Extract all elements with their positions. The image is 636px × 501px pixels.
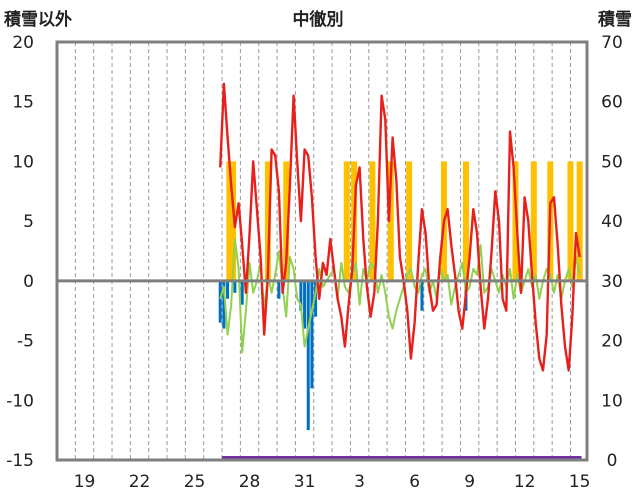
y-tick-label-right: 30 xyxy=(601,272,623,292)
sunshine-bar xyxy=(226,161,233,281)
y-tick-label-left: 0 xyxy=(23,272,34,292)
y-tick-label-left: -15 xyxy=(6,451,34,471)
x-tick-label: 22 xyxy=(129,472,151,492)
sunshine-bar xyxy=(387,161,394,281)
x-tick-label: 31 xyxy=(294,472,316,492)
precipitation-bar xyxy=(299,280,303,311)
y-tick-label-right: 60 xyxy=(601,93,623,113)
right-axis-label: 積雪 xyxy=(598,9,632,30)
x-tick-label: 15 xyxy=(569,472,591,492)
precipitation-bar xyxy=(420,280,424,311)
precipitation-bar xyxy=(233,280,237,293)
axes xyxy=(55,40,589,462)
y-tick-label-left: 5 xyxy=(23,212,34,232)
y-tick-label-left: 15 xyxy=(12,93,34,113)
line-series xyxy=(219,82,582,460)
left-axis-label: 積雪以外 xyxy=(4,9,72,30)
y-tick-label-left: 20 xyxy=(12,33,34,53)
y-tick-label-left: -5 xyxy=(17,332,34,352)
y-tick-label-right: 70 xyxy=(601,33,623,53)
precipitation-bar xyxy=(277,280,281,299)
plot-frame xyxy=(55,40,589,462)
sunshine-bar xyxy=(462,161,469,281)
sunshine-bar xyxy=(343,161,350,281)
precipitation-bar xyxy=(310,280,314,389)
x-tick-label: 12 xyxy=(514,472,536,492)
y-tick-label-right: 50 xyxy=(601,152,623,172)
x-tick-label: 3 xyxy=(354,472,365,492)
temperature-line xyxy=(219,82,581,372)
sunshine-bar xyxy=(530,161,537,281)
sunshine-bar xyxy=(567,161,574,281)
y-tick-label-right: 10 xyxy=(601,391,623,411)
precipitation-bar xyxy=(303,280,307,329)
precipitation-bar xyxy=(218,280,222,323)
y-tick-label-right: 20 xyxy=(601,332,623,352)
precipitation-bar xyxy=(222,280,226,329)
x-tick-label: 28 xyxy=(239,472,261,492)
sunshine-bar xyxy=(230,161,237,281)
y-tick-label-left: 10 xyxy=(12,152,34,172)
x-tick-label: 6 xyxy=(409,472,420,492)
precipitation-bar xyxy=(306,280,310,431)
precipitation-bar xyxy=(226,280,230,299)
sunshine-bar xyxy=(264,161,271,281)
sunshine-bar xyxy=(576,161,583,281)
sunshine-bar xyxy=(406,161,413,281)
x-tick-label: 19 xyxy=(74,472,96,492)
y-tick-label-right: 0 xyxy=(607,451,618,471)
x-tick-label: 25 xyxy=(184,472,206,492)
y-tick-label-left: -10 xyxy=(6,391,34,411)
y-tick-label-right: 40 xyxy=(601,212,623,232)
sunshine-bar xyxy=(283,161,290,281)
chart-title: 中徹別 xyxy=(293,9,344,30)
precipitation-bar xyxy=(240,280,244,305)
precipitation-bar xyxy=(314,280,318,317)
sunshine-bar xyxy=(369,161,376,281)
x-tick-label: 9 xyxy=(464,472,475,492)
